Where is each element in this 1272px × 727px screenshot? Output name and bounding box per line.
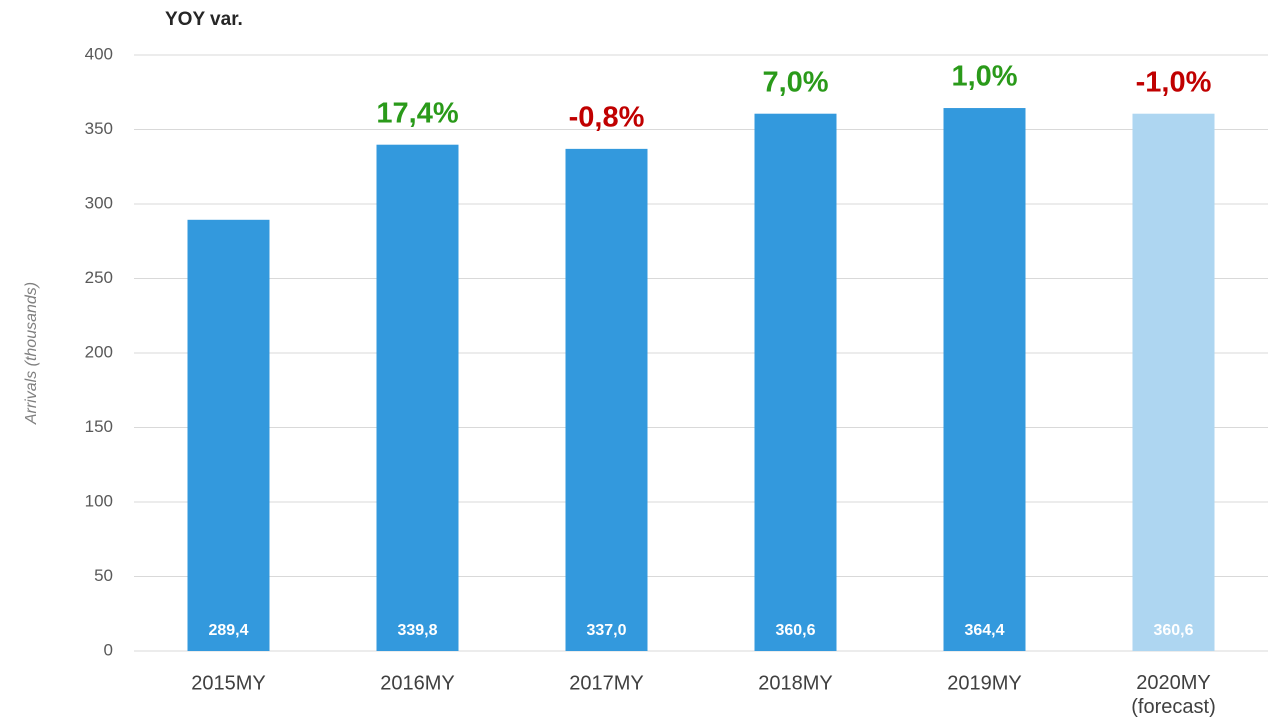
value-label: 337,0 xyxy=(586,622,626,639)
y-tick-label: 100 xyxy=(85,491,113,510)
x-tick-label: 2020MY (forecast) xyxy=(1131,672,1215,718)
y-axis-label: Arrivals (thousands) xyxy=(23,282,40,425)
y-tick-label: 250 xyxy=(85,268,113,287)
y-tick-label: 300 xyxy=(85,193,113,212)
y-tick-label: 0 xyxy=(104,640,113,659)
value-label: 339,8 xyxy=(397,622,437,639)
x-tick-label: 2016MY xyxy=(380,672,455,694)
bar xyxy=(943,108,1026,651)
x-tick-label: 2017MY xyxy=(569,672,644,694)
bar xyxy=(376,144,459,651)
value-label: 364,4 xyxy=(964,622,1004,639)
bar xyxy=(187,219,270,651)
bar xyxy=(565,148,648,651)
y-tick-label: 350 xyxy=(85,119,113,138)
value-label: 289,4 xyxy=(208,622,248,639)
bar xyxy=(754,113,837,652)
x-tick-label: 2015MY xyxy=(191,672,266,694)
yoy-label: 7,0% xyxy=(762,66,828,98)
yoy-label: -0,8% xyxy=(569,102,645,134)
yoy-label: 1,0% xyxy=(951,61,1017,93)
bar xyxy=(1132,113,1215,652)
chart-title: YOY var. xyxy=(165,9,243,30)
y-tick-label: 50 xyxy=(94,566,113,585)
y-tick-label: 150 xyxy=(85,417,113,436)
yoy-label: 17,4% xyxy=(376,97,458,129)
value-label: 360,6 xyxy=(775,622,815,639)
yoy-label: -1,0% xyxy=(1136,66,1212,98)
x-tick-label: 2019MY xyxy=(947,672,1022,694)
y-tick-label: 200 xyxy=(85,342,113,361)
x-tick-label: 2018MY xyxy=(758,672,833,694)
value-label: 360,6 xyxy=(1153,622,1193,639)
y-tick-label: 400 xyxy=(85,44,113,63)
